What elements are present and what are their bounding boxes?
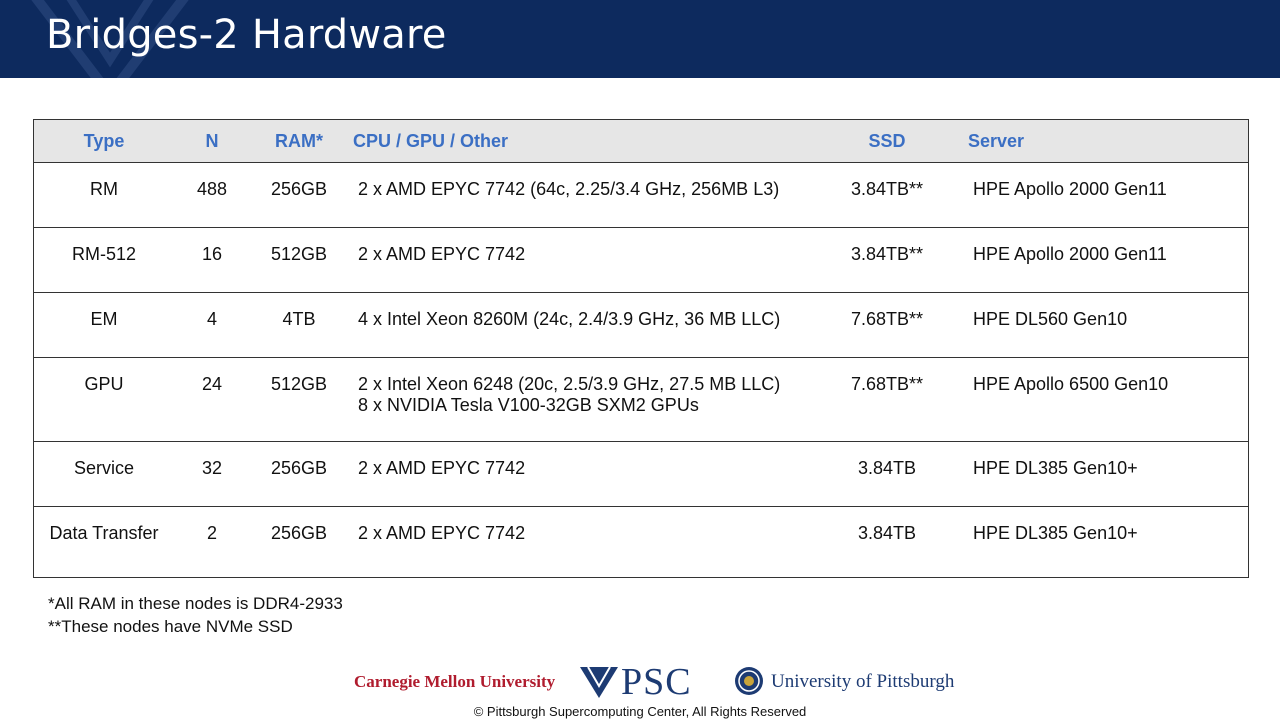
psc-logo-text: PSC — [621, 661, 692, 703]
cell-ram: 512GB — [270, 244, 328, 264]
cell-type: EM — [90, 309, 118, 329]
pitt-seal-icon — [735, 667, 763, 695]
cell-cpu: 4 x Intel Xeon 8260M (24c, 2.4/3.9 GHz, … — [358, 309, 781, 329]
cell-ram: 256GB — [270, 523, 328, 543]
cmu-logo: Carnegie Mellon University — [354, 672, 556, 691]
cell-type: Data Transfer — [49, 523, 159, 543]
header-server: Server — [968, 131, 1025, 151]
cell-cpu-line1: 2 x Intel Xeon 6248 (20c, 2.5/3.9 GHz, 2… — [358, 374, 781, 394]
slide-header: Bridges-2 Hardware — [0, 0, 1280, 78]
cell-server: HPE DL560 Gen10 — [973, 309, 1128, 329]
header-cpu: CPU / GPU / Other — [353, 131, 509, 151]
cell-cpu: 2 x AMD EPYC 7742 — [358, 523, 526, 543]
cell-ssd: 3.84TB — [857, 458, 917, 478]
cell-server: HPE DL385 Gen10+ — [973, 458, 1138, 478]
pitt-logo: University of Pittsburgh — [771, 671, 955, 692]
cell-n: 32 — [201, 458, 223, 478]
cell-ssd: 7.68TB** — [850, 309, 924, 329]
table-row: Data Transfer 2 256GB 2 x AMD EPYC 7742 … — [34, 507, 1248, 577]
cell-server: HPE Apollo 6500 Gen10 — [973, 374, 1169, 394]
cell-ram: 256GB — [270, 179, 328, 199]
logo-bar: Carnegie Mellon University PSC Universit… — [0, 661, 1280, 703]
ram-footnote: *All RAM in these nodes is DDR4-2933 — [48, 594, 343, 613]
cell-ssd: 3.84TB** — [850, 244, 924, 264]
cell-ssd: 7.68TB** — [850, 374, 924, 394]
cell-server: HPE Apollo 2000 Gen11 — [973, 179, 1167, 199]
cell-ram: 4TB — [282, 309, 316, 329]
cell-cpu: 2 x Intel Xeon 6248 (20c, 2.5/3.9 GHz, 2… — [358, 374, 780, 416]
cell-n: 488 — [196, 179, 228, 199]
hardware-table: Type N RAM* CPU / GPU / Other SSD Server… — [33, 119, 1249, 578]
psc-logo-icon — [580, 666, 618, 698]
cell-ram: 512GB — [270, 374, 328, 394]
cell-n: 16 — [201, 244, 223, 264]
table-row: GPU 24 512GB 2 x Intel Xeon 6248 (20c, 2… — [34, 358, 1248, 442]
cell-n: 2 — [206, 523, 217, 543]
table-row: EM 4 4TB 4 x Intel Xeon 8260M (24c, 2.4/… — [34, 293, 1248, 358]
header-ssd: SSD — [868, 131, 906, 151]
cell-n: 24 — [201, 374, 223, 394]
table-row: Service 32 256GB 2 x AMD EPYC 7742 3.84T… — [34, 442, 1248, 507]
cell-server: HPE Apollo 2000 Gen11 — [973, 244, 1167, 264]
slide-title: Bridges-2 Hardware — [46, 12, 447, 58]
cell-cpu: 2 x AMD EPYC 7742 (64c, 2.25/3.4 GHz, 25… — [358, 179, 780, 199]
table-header-row: Type N RAM* CPU / GPU / Other SSD Server — [34, 120, 1248, 163]
header-type: Type — [83, 131, 125, 151]
header-n: N — [205, 131, 219, 151]
cell-type: Service — [73, 458, 135, 478]
cell-cpu-line2: 8 x NVIDIA Tesla V100-32GB SXM2 GPUs — [358, 395, 699, 415]
cell-type: RM-512 — [71, 244, 137, 264]
cell-cpu: 2 x AMD EPYC 7742 — [358, 458, 526, 478]
table-row: RM-512 16 512GB 2 x AMD EPYC 7742 3.84TB… — [34, 228, 1248, 293]
cell-type: GPU — [84, 374, 124, 394]
psc-watermark-icon — [31, 0, 189, 78]
cell-server: HPE DL385 Gen10+ — [973, 523, 1138, 543]
cell-ssd: 3.84TB** — [850, 179, 924, 199]
ssd-footnote: **These nodes have NVMe SSD — [48, 617, 293, 636]
cell-n: 4 — [206, 309, 217, 329]
table-row: RM 488 256GB 2 x AMD EPYC 7742 (64c, 2.2… — [34, 163, 1248, 228]
cell-type: RM — [90, 179, 118, 199]
header-ram: RAM* — [275, 131, 323, 151]
cell-cpu: 2 x AMD EPYC 7742 — [358, 244, 526, 264]
cell-ssd: 3.84TB — [857, 523, 917, 543]
copyright: © Pittsburgh Supercomputing Center, All … — [473, 704, 807, 719]
footnotes: *All RAM in these nodes is DDR4-2933 **T… — [48, 592, 343, 638]
cell-ram: 256GB — [270, 458, 328, 478]
